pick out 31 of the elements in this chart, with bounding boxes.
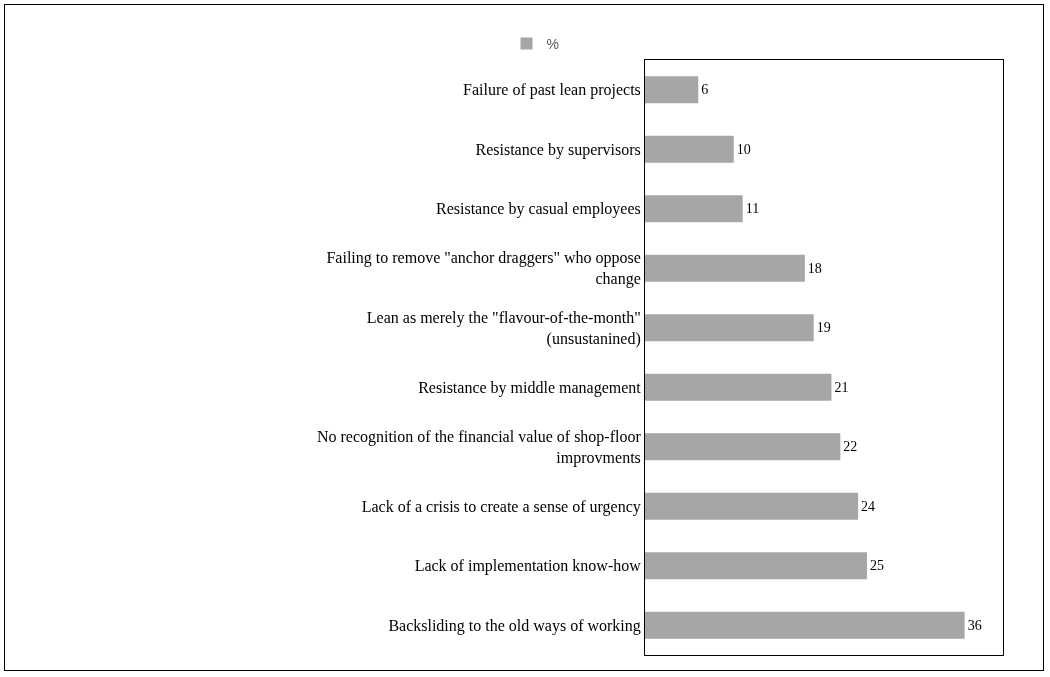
data-label: 6 bbox=[701, 82, 709, 98]
y-tick-label: Resistance by supervisors bbox=[475, 140, 641, 159]
y-tick-label: Resistance by casual employees bbox=[435, 200, 641, 219]
bar bbox=[645, 552, 867, 580]
y-tick-label: Lack of a crisis to create a sense of urgency bbox=[361, 497, 641, 516]
y-tick-label: Resistance by middle management bbox=[418, 378, 642, 397]
data-label: 18 bbox=[807, 260, 822, 276]
legend-label: % bbox=[546, 36, 559, 53]
bar bbox=[645, 76, 699, 104]
bar bbox=[645, 254, 805, 282]
bar bbox=[645, 373, 832, 401]
y-tick-label: Lack of implementation know-how bbox=[414, 557, 642, 576]
data-label: 36 bbox=[967, 617, 982, 633]
bar bbox=[645, 492, 859, 520]
bar bbox=[645, 195, 743, 223]
y-tick-label: No recognition of the financial value of shop-floor improvments bbox=[316, 427, 642, 467]
bar bbox=[645, 314, 814, 342]
y-tick-label: Failure of past lean projects bbox=[463, 81, 641, 100]
bar bbox=[645, 135, 734, 163]
bar bbox=[645, 433, 841, 461]
data-label: 24 bbox=[861, 498, 876, 514]
data-label: 22 bbox=[843, 439, 858, 455]
y-tick-label: Backsliding to the old ways of working bbox=[388, 616, 641, 635]
bar bbox=[645, 611, 965, 639]
data-label: 11 bbox=[745, 201, 760, 217]
y-tick-label: Lean as merely the "flavour-of-the-month" (unsustanined) bbox=[366, 308, 641, 348]
y-tick-label: Failing to remove "anchor draggers" who oppose change bbox=[326, 249, 641, 289]
data-label: 10 bbox=[736, 141, 751, 157]
data-label: 21 bbox=[834, 379, 849, 395]
data-label: 19 bbox=[816, 320, 831, 336]
data-label: 25 bbox=[869, 558, 884, 574]
